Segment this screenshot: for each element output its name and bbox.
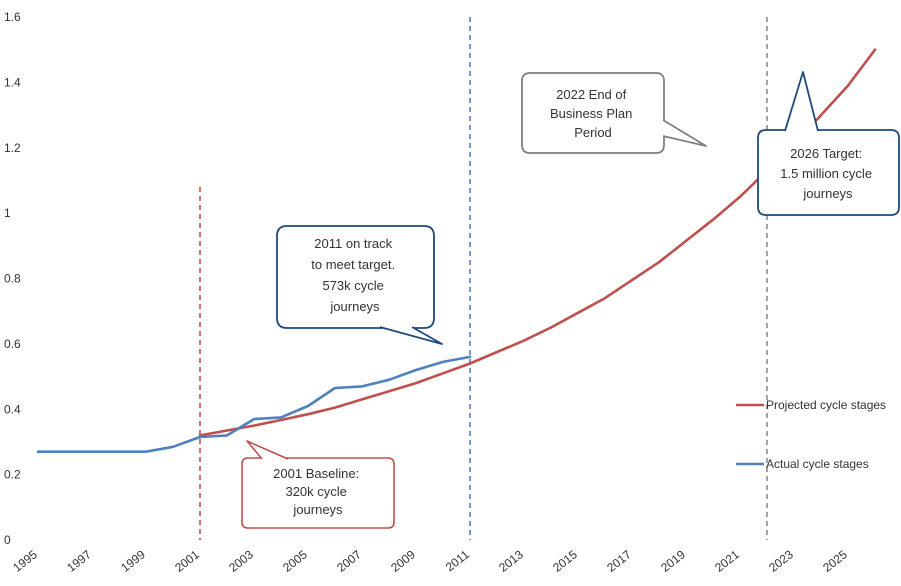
callout-baseline: 2001 Baseline: 320k cycle journeys bbox=[241, 440, 395, 529]
x-tick-label: 2017 bbox=[604, 547, 634, 575]
y-tick-label: 0.8 bbox=[4, 272, 21, 286]
callout-target-line: 2026 Target: bbox=[790, 146, 862, 161]
y-tick-label: 0.6 bbox=[4, 337, 21, 351]
callout-ontrack-line: to meet target. bbox=[311, 257, 395, 272]
reference-lines bbox=[199, 17, 768, 540]
svg-text:2026 Target: 1.5 million: 2026 Target: 1.5 million cycle journeys bbox=[780, 146, 875, 201]
callout-ontrack: 2011 on track to meet target. 573k cycle… bbox=[276, 225, 443, 345]
callout-endplan-shape bbox=[521, 72, 665, 154]
svg-text:2011 on track to meet ta: 2011 on track to meet target. 573k cycle… bbox=[311, 236, 398, 314]
callout-endplan-line: Period bbox=[574, 125, 612, 140]
callout-ontrack-shape bbox=[276, 225, 435, 329]
callout-endplan-line: 2022 End of bbox=[556, 87, 627, 102]
callout-ontrack-line: journeys bbox=[329, 299, 380, 314]
y-tick-label: 1.2 bbox=[4, 141, 21, 155]
x-tick-label: 2015 bbox=[550, 547, 580, 575]
x-tick-label: 2021 bbox=[712, 547, 742, 575]
x-tick-label: 2025 bbox=[820, 547, 850, 575]
svg-text:2022 End of Business Pla: 2022 End of Business Plan Period bbox=[550, 87, 636, 140]
callout-endplan-line: Business Plan bbox=[550, 106, 632, 121]
x-axis-ticks: 1995 1997 1999 2001 2003 2005 2007 2009 2011 2013… bbox=[10, 547, 850, 575]
series-lines bbox=[36, 48, 877, 454]
callout-ontrack-pointer bbox=[379, 326, 443, 345]
x-tick-label: 2001 bbox=[172, 547, 202, 575]
callout-target-line: journeys bbox=[802, 186, 853, 201]
y-tick-label: 0.4 bbox=[4, 402, 21, 416]
callout-endplan: 2022 End of Business Plan Period bbox=[521, 72, 707, 154]
x-tick-label: 2019 bbox=[658, 547, 688, 575]
callout-target-line: 1.5 million cycle bbox=[780, 166, 872, 181]
y-tick-label: 1.6 bbox=[4, 10, 21, 24]
x-tick-label: 1995 bbox=[10, 547, 40, 575]
y-tick-label: 1 bbox=[4, 206, 11, 220]
x-tick-label: 2003 bbox=[226, 547, 256, 575]
legend-label-actual: Actual cycle stages bbox=[766, 457, 869, 471]
callout-baseline-line: 320k cycle bbox=[285, 484, 346, 499]
series-actual-line bbox=[36, 355, 472, 454]
callout-target-shape bbox=[757, 129, 900, 216]
legend: Projected cycle stages Actual cycle stag… bbox=[736, 398, 886, 471]
svg-text:Projected cycle stages: Projected cycle stages bbox=[766, 398, 886, 412]
y-tick-label: 0 bbox=[4, 533, 11, 547]
x-tick-label: 2013 bbox=[496, 547, 526, 575]
x-tick-label: 2009 bbox=[388, 547, 418, 575]
callout-ontrack-line: 573k cycle bbox=[322, 278, 383, 293]
callout-endplan-pointer bbox=[662, 119, 707, 147]
callout-baseline-pointer bbox=[246, 440, 289, 460]
svg-text:2001 Baseline: 320k cycl: 2001 Baseline: 320k cycle journeys bbox=[273, 466, 363, 517]
callout-baseline-line: 2001 Baseline: bbox=[273, 466, 359, 481]
callout-baseline-line: journeys bbox=[292, 502, 343, 517]
x-tick-label: 2005 bbox=[280, 547, 310, 575]
x-tick-label: 2011 bbox=[443, 547, 472, 574]
callout-target-pointer bbox=[784, 71, 819, 132]
x-tick-label: 1997 bbox=[64, 547, 94, 575]
callout-baseline-shape bbox=[241, 457, 395, 529]
x-tick-label: 1999 bbox=[118, 547, 148, 575]
y-tick-label: 0.2 bbox=[4, 468, 21, 482]
legend-label-projected: Projected cycle stages bbox=[766, 398, 886, 412]
callout-ontrack-line: 2011 on track bbox=[314, 236, 392, 251]
y-axis-ticks: 0 0.2 0.4 0.6 0.8 1 1.2 1.4 1.6 bbox=[4, 10, 21, 547]
svg-text:Actual cycle stages: Actual cycle stages bbox=[766, 457, 869, 471]
x-tick-label: 2007 bbox=[334, 547, 364, 575]
y-tick-label: 1.4 bbox=[4, 75, 21, 89]
x-tick-label: 2023 bbox=[766, 547, 796, 575]
callout-target: 2026 Target: 1.5 million cycle journeys bbox=[757, 71, 900, 216]
